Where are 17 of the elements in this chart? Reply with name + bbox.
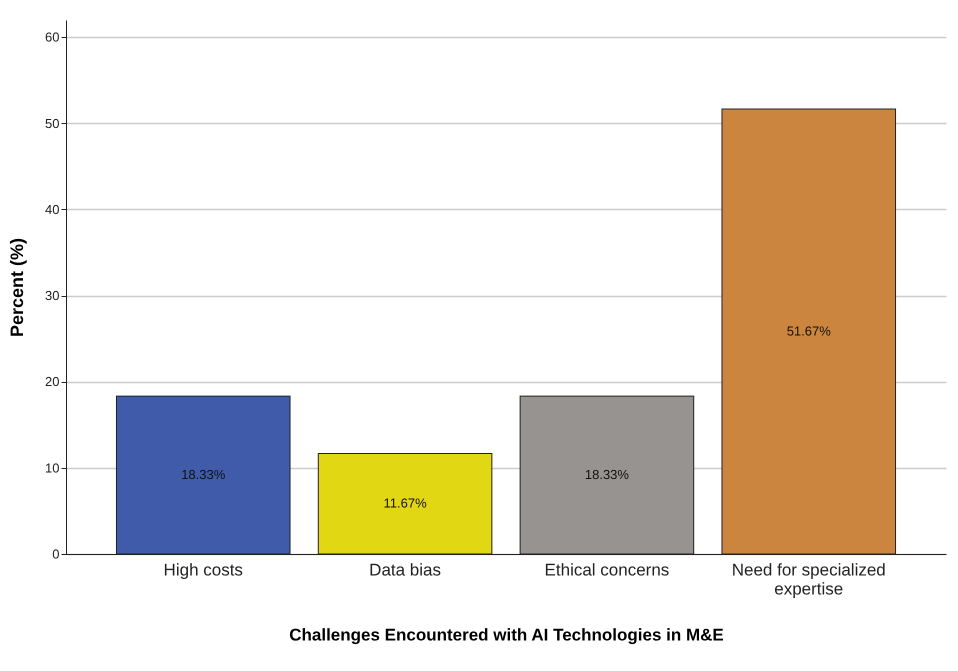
y-tick-label: 40 <box>45 202 60 217</box>
x-tick-label: High costs <box>164 560 243 580</box>
data-label: 11.67% <box>384 496 428 511</box>
data-label: 51.67% <box>786 323 832 338</box>
x-tick-label: Ethical concerns <box>544 560 670 580</box>
data-label: 18.33% <box>181 467 226 482</box>
data-label: 18.33% <box>584 467 630 482</box>
x-tick-label: Data bias <box>369 560 441 580</box>
y-tick-label: 50 <box>45 116 60 131</box>
y-tick-label: 60 <box>45 30 60 45</box>
y-tick-label: 10 <box>45 460 60 476</box>
x-tick-label: Need for specialized expertise <box>732 560 886 598</box>
y-tick-label: 20 <box>45 374 60 390</box>
y-axis-title: Percent (%) <box>7 238 28 338</box>
x-axis-title: Challenges Encountered with AI Technologies in M&E <box>289 626 724 644</box>
y-tick-label: 0 <box>52 546 60 562</box>
y-tick-label: 30 <box>45 288 60 304</box>
